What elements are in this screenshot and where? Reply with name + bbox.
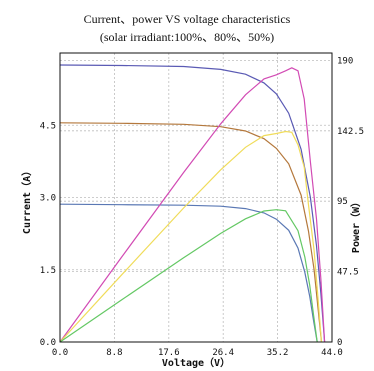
series-power-50 (59, 209, 318, 343)
y2-tick-label: 47.5 (337, 268, 359, 278)
x-tick-label: 44.0 (321, 348, 343, 358)
x-tick-label: 35.2 (267, 348, 289, 358)
y2-tick-label: 95 (337, 197, 348, 207)
series-power-100 (59, 67, 326, 343)
y2-tick-label: 0 (337, 338, 342, 348)
y2-tick-labels: 0 47.5 95 142.5 190 (337, 56, 364, 348)
series-layer (59, 64, 326, 343)
x-tick-label: 26.4 (212, 348, 234, 358)
y-tick-labels: 0.0 1.5 3.0 4.5 (40, 121, 56, 348)
y-tick-label: 1.5 (40, 266, 56, 276)
chart-title: Current、power VS voltage characteristics (84, 12, 291, 26)
series-current-100 (59, 64, 326, 343)
series-power-80 (59, 130, 323, 343)
x-axis-label: Voltage（V） (162, 356, 230, 369)
x-tick-label: 0.0 (52, 348, 68, 358)
plot-frame (59, 52, 333, 343)
y-tick-label: 4.5 (40, 121, 56, 131)
x-tick-label: 8.8 (106, 348, 122, 358)
y-tick-label: 3.0 (40, 194, 56, 204)
y2-axis-label: Power（W） (349, 197, 362, 253)
y-axis-label: Current（A） (20, 166, 33, 234)
y2-tick-label: 142.5 (337, 127, 364, 137)
chart-subtitle: (solar irradiant:100%、80%、50%) (100, 30, 274, 44)
x-tick-label: 17.6 (158, 348, 180, 358)
series-current-80 (59, 122, 323, 343)
series-current-50 (59, 203, 318, 343)
y2-tick-label: 190 (337, 56, 353, 66)
y-tick-label: 0.0 (40, 338, 56, 348)
x-tick-labels: 0.0 8.8 17.6 26.4 35.2 44.0 (52, 348, 343, 358)
grid-layer (60, 53, 332, 342)
